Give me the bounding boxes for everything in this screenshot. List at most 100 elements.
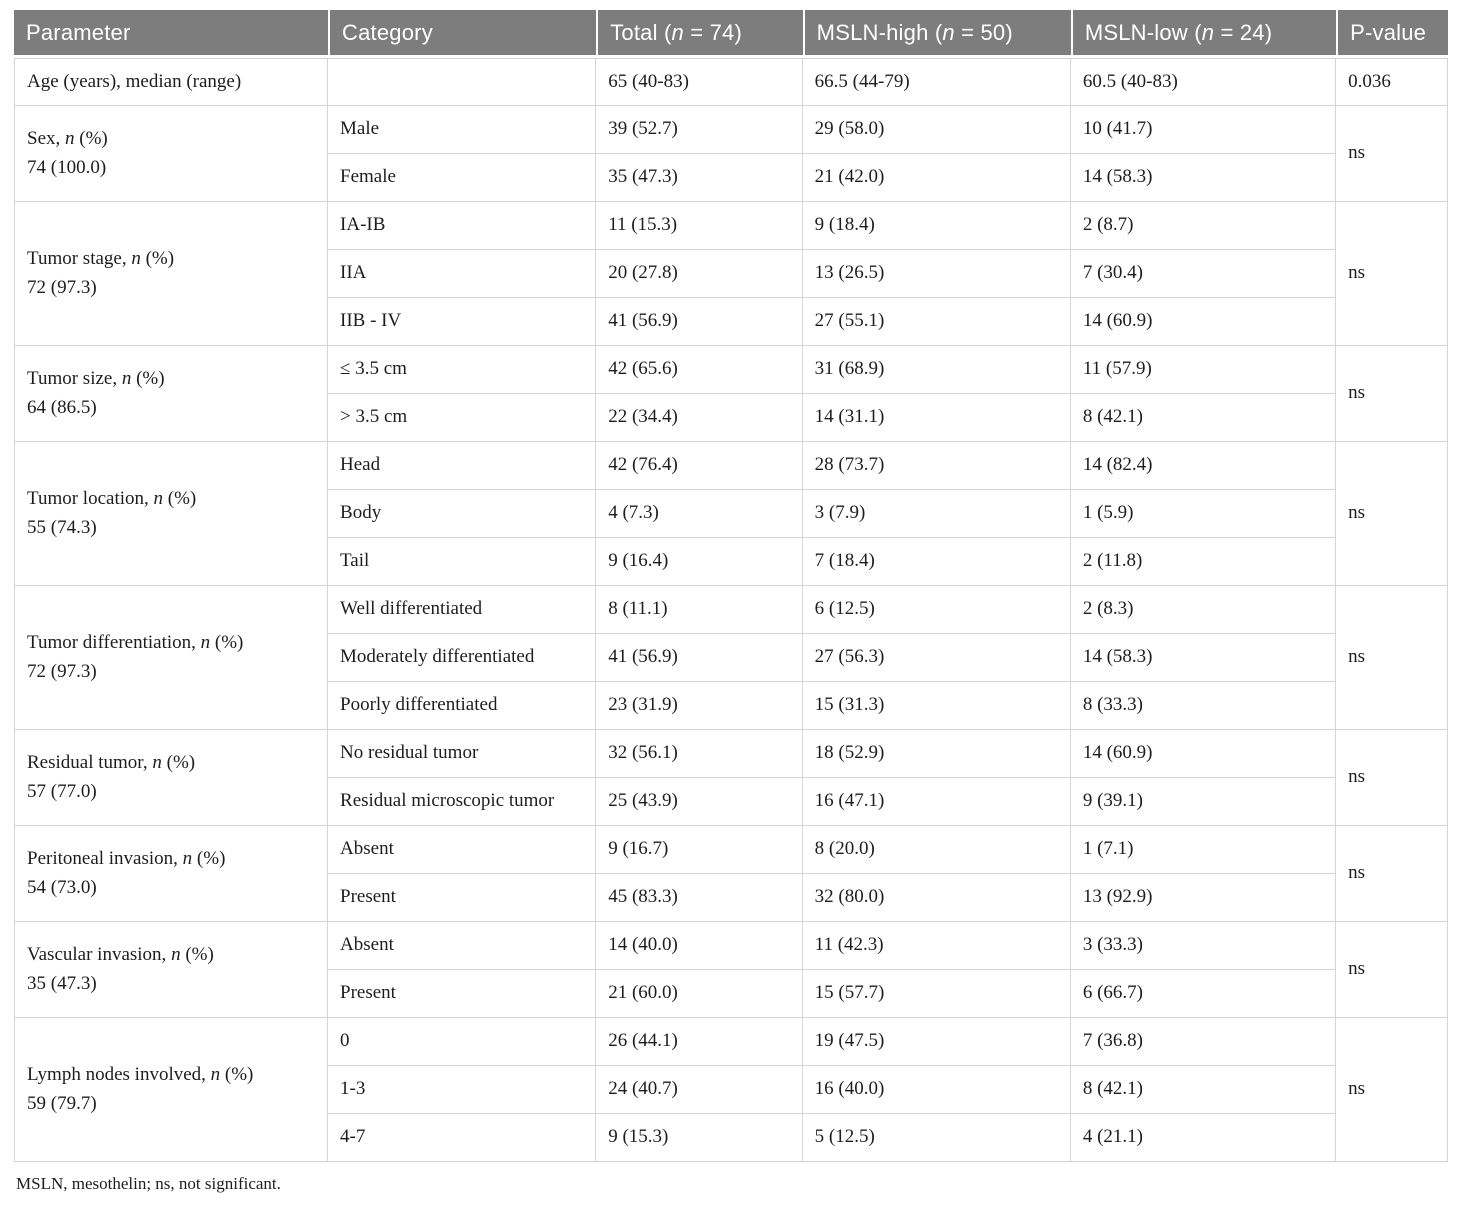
table-row: Present 21 (60.0) 15 (57.7) 6 (66.7) — [14, 970, 1448, 1018]
msln-low-cell: 1 (7.1) — [1070, 826, 1337, 874]
msln-low-cell: 2 (8.7) — [1070, 202, 1337, 250]
p-value-cell: ns — [1336, 346, 1448, 442]
table-row: Present 45 (83.3) 32 (80.0) 13 (92.9) — [14, 874, 1448, 922]
table-row: Female 35 (47.3) 21 (42.0) 14 (58.3) — [14, 154, 1448, 202]
parameter-count: 72 (97.3) — [27, 660, 97, 682]
parameter-label: Peritoneal invasion, n (%) — [27, 848, 226, 869]
total-cell: 11 (15.3) — [596, 202, 803, 250]
msln-high-cell: 14 (31.1) — [802, 394, 1071, 442]
parameter-label: Vascular invasion, n (%) — [27, 944, 214, 965]
p-value-cell: ns — [1336, 1018, 1448, 1162]
table-footnote: MSLN, mesothelin; ns, not significant. — [16, 1174, 281, 1193]
category-cell: Poorly differentiated — [328, 682, 597, 730]
category-cell: Residual microscopic tumor — [328, 778, 597, 826]
parameter-label: Tumor stage, n (%) — [27, 248, 175, 269]
table-row: Age (years), median (range) 65 (40-83) 6… — [14, 58, 1448, 106]
total-cell: 9 (16.7) — [596, 826, 803, 874]
table-row: Tail 9 (16.4) 7 (18.4) 2 (11.8) — [14, 538, 1448, 586]
category-cell: Body — [328, 490, 597, 538]
category-cell: IIB - IV — [328, 298, 597, 346]
total-cell: 41 (56.9) — [596, 298, 803, 346]
msln-high-cell: 27 (56.3) — [802, 634, 1071, 682]
category-cell: Male — [328, 106, 597, 154]
total-cell: 42 (76.4) — [596, 442, 803, 490]
msln-low-cell: 1 (5.9) — [1070, 490, 1337, 538]
category-cell: Well differentiated — [328, 586, 597, 634]
msln-low-cell: 7 (36.8) — [1070, 1018, 1337, 1066]
parameter-label: Tumor size, n (%) — [27, 368, 165, 389]
table-row: 1-3 24 (40.7) 16 (40.0) 8 (42.1) — [14, 1066, 1448, 1114]
msln-low-cell: 10 (41.7) — [1070, 106, 1337, 154]
col-header-category: Category — [328, 10, 597, 58]
parameter-label: Tumor location, n (%) — [27, 488, 197, 509]
p-value-cell: 0.036 — [1336, 58, 1448, 106]
col-header-total: Total (n = 74) — [596, 10, 803, 58]
msln-low-cell: 14 (82.4) — [1070, 442, 1337, 490]
col-header-parameter: Parameter — [14, 10, 329, 58]
header-row: Parameter Category Total (n = 74) MSLN-h… — [14, 10, 1448, 58]
total-cell: 8 (11.1) — [596, 586, 803, 634]
table-row: > 3.5 cm 22 (34.4) 14 (31.1) 8 (42.1) — [14, 394, 1448, 442]
msln-low-cell: 6 (66.7) — [1070, 970, 1337, 1018]
msln-high-cell: 27 (55.1) — [802, 298, 1071, 346]
total-cell: 9 (16.4) — [596, 538, 803, 586]
total-cell: 35 (47.3) — [596, 154, 803, 202]
col-header-p-value: P-value — [1336, 10, 1448, 58]
msln-high-cell: 28 (73.7) — [802, 442, 1071, 490]
msln-low-cell: 14 (58.3) — [1070, 154, 1337, 202]
msln-low-cell: 14 (60.9) — [1070, 298, 1337, 346]
category-cell: > 3.5 cm — [328, 394, 597, 442]
table-row: IIB - IV 41 (56.9) 27 (55.1) 14 (60.9) — [14, 298, 1448, 346]
total-cell: 21 (60.0) — [596, 970, 803, 1018]
total-cell: 41 (56.9) — [596, 634, 803, 682]
msln-low-cell: 11 (57.9) — [1070, 346, 1337, 394]
p-value-cell: ns — [1336, 922, 1448, 1018]
p-value-cell: ns — [1336, 442, 1448, 586]
table-row: IIA 20 (27.8) 13 (26.5) 7 (30.4) — [14, 250, 1448, 298]
table-row: Moderately differentiated 41 (56.9) 27 (… — [14, 634, 1448, 682]
msln-high-cell: 7 (18.4) — [802, 538, 1071, 586]
parameter-label: Residual tumor, n (%) — [27, 752, 196, 773]
msln-low-cell: 60.5 (40-83) — [1070, 58, 1337, 106]
table-row: Tumor stage, n (%) 72 (97.3) IA-IB 11 (1… — [14, 202, 1448, 346]
total-cell: 39 (52.7) — [596, 106, 803, 154]
msln-low-cell: 14 (60.9) — [1070, 730, 1337, 778]
parameter-count: 55 (74.3) — [27, 516, 97, 538]
parameter-cell: Lymph nodes involved, n (%) 59 (79.7) — [14, 1018, 329, 1162]
msln-high-cell: 18 (52.9) — [802, 730, 1071, 778]
msln-low-cell: 2 (8.3) — [1070, 586, 1337, 634]
table-row: Peritoneal invasion, n (%) 54 (73.0) Abs… — [14, 826, 1448, 922]
table-row: Vascular invasion, n (%) 35 (47.3) Absen… — [14, 922, 1448, 1018]
total-cell: 22 (34.4) — [596, 394, 803, 442]
table-row: 4-7 9 (15.3) 5 (12.5) 4 (21.1) — [14, 1114, 1448, 1162]
parameter-count: 64 (86.5) — [27, 396, 97, 418]
msln-low-cell: 8 (42.1) — [1070, 1066, 1337, 1114]
msln-high-cell: 15 (57.7) — [802, 970, 1071, 1018]
total-cell: 32 (56.1) — [596, 730, 803, 778]
category-cell: Tail — [328, 538, 597, 586]
parameter-cell: Residual tumor, n (%) 57 (77.0) — [14, 730, 329, 826]
msln-low-cell: 8 (42.1) — [1070, 394, 1337, 442]
msln-low-cell: 4 (21.1) — [1070, 1114, 1337, 1162]
total-cell: 45 (83.3) — [596, 874, 803, 922]
table-row: Lymph nodes involved, n (%) 59 (79.7) 0 … — [14, 1018, 1448, 1162]
category-cell: Female — [328, 154, 597, 202]
category-cell: Head — [328, 442, 597, 490]
parameter-label: Sex, n (%) — [27, 128, 108, 149]
table-row: Body 4 (7.3) 3 (7.9) 1 (5.9) — [14, 490, 1448, 538]
msln-high-cell: 19 (47.5) — [802, 1018, 1071, 1066]
msln-low-cell: 13 (92.9) — [1070, 874, 1337, 922]
msln-low-cell: 8 (33.3) — [1070, 682, 1337, 730]
table-row: Poorly differentiated 23 (31.9) 15 (31.3… — [14, 682, 1448, 730]
table-row: Residual tumor, n (%) 57 (77.0) No resid… — [14, 730, 1448, 826]
category-cell: Absent — [328, 922, 597, 970]
category-cell: Absent — [328, 826, 597, 874]
parameter-cell: Tumor stage, n (%) 72 (97.3) — [14, 202, 329, 346]
category-cell: Present — [328, 970, 597, 1018]
category-cell: IA-IB — [328, 202, 597, 250]
parameter-label: Lymph nodes involved, n (%) — [27, 1064, 254, 1085]
p-value-cell: ns — [1336, 586, 1448, 730]
parameter-count: 72 (97.3) — [27, 276, 97, 298]
total-cell: 20 (27.8) — [596, 250, 803, 298]
p-value-cell: ns — [1336, 202, 1448, 346]
